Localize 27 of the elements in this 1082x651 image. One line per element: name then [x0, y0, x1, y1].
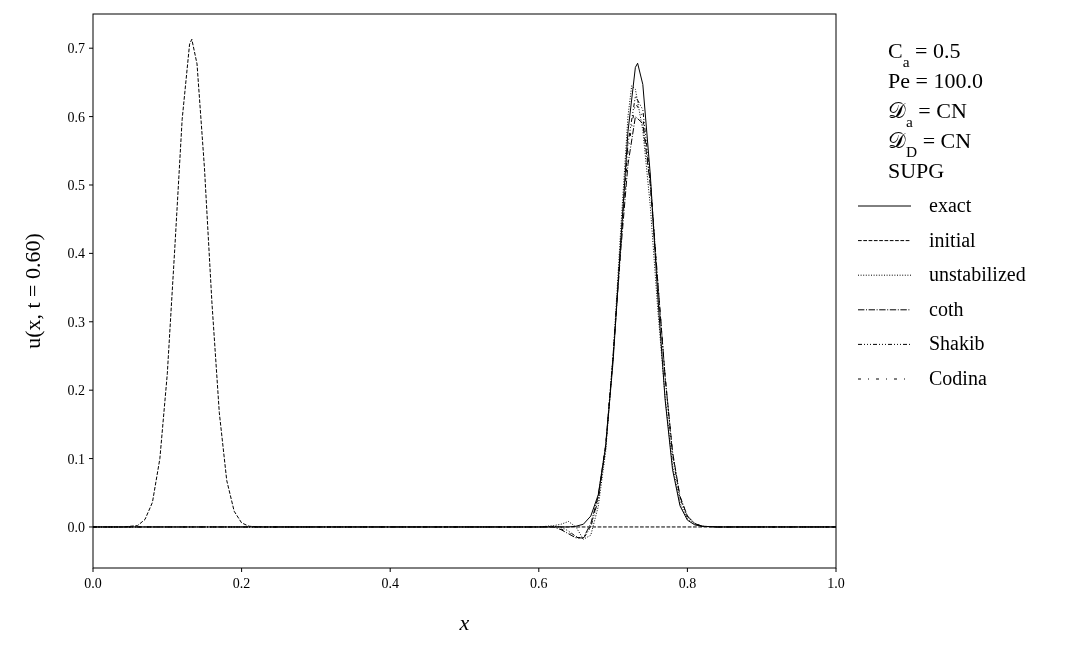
x-tick-label: 0.8	[678, 576, 697, 591]
x-tick-label: 1.0	[827, 576, 845, 591]
legend-label: unstabilized	[929, 263, 1026, 286]
legend-label: initial	[929, 228, 977, 251]
x-tick-label: 0.0	[84, 576, 102, 591]
y-tick-label: 0.6	[67, 109, 85, 125]
x-tick-label: 0.2	[232, 576, 251, 591]
y-tick-label: 0.4	[67, 246, 85, 262]
x-tick-label: 0.4	[381, 576, 399, 591]
y-tick-label: 0.2	[67, 383, 85, 399]
y-tick-label: 0.0	[67, 519, 85, 535]
y-tick-label: 0.3	[67, 314, 85, 330]
text: 𝒟$_{a}$ = CN	[888, 98, 967, 130]
legend-label: exact	[929, 194, 972, 216]
text: C$_{a}$ = 0.5	[888, 38, 961, 70]
legend-label: coth	[929, 297, 964, 320]
y-axis-title: u(x, t = 0.60)	[20, 233, 45, 349]
legend-label: Codina	[929, 367, 987, 389]
text: 𝒟$_{D}$ = CN	[888, 128, 972, 160]
x-tick-label: 0.6	[530, 576, 548, 591]
y-tick-label: 0.7	[67, 41, 85, 57]
text: Pe = 100.0	[888, 68, 983, 93]
legend-label: Shakib	[929, 332, 985, 355]
x-axis-title: x	[458, 610, 470, 635]
y-tick-label: 0.1	[67, 451, 85, 467]
y-tick-label: 0.5	[67, 177, 85, 193]
text: SUPG	[888, 158, 945, 183]
